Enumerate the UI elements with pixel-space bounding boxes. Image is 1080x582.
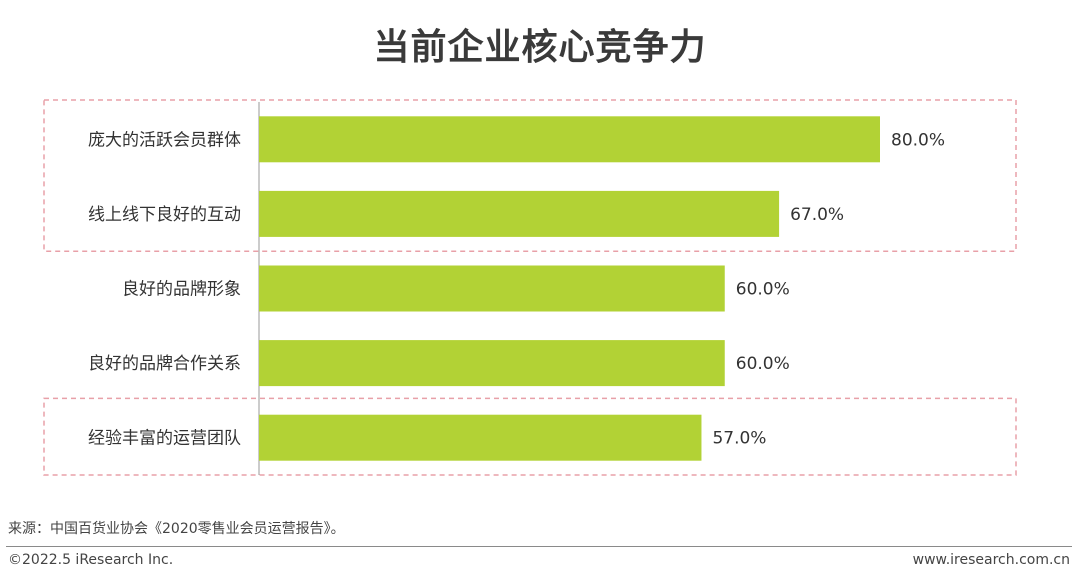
copyright-text: ©2022.5 iResearch Inc.: [8, 552, 174, 568]
website-link[interactable]: www.iresearch.com.cn: [912, 552, 1070, 568]
bar-chart: 庞大的活跃会员群体 80.0% 线上线下良好的互动 67.0% 良好的品牌形象 60.0%…: [43, 99, 1017, 476]
category-label-2: 良好的品牌形象: [122, 280, 241, 300]
bar-1: [259, 190, 780, 237]
category-label-3: 良好的品牌合作关系: [88, 354, 241, 374]
category-label-0: 庞大的活跃会员群体: [88, 130, 241, 150]
source-note: 来源：中国百货业协会《2020零售业会员运营报告》。: [8, 521, 345, 537]
footer-divider: [6, 546, 1072, 547]
value-label-0: 80.0%: [891, 130, 945, 150]
value-label-2: 60.0%: [736, 280, 790, 300]
bar-0: [259, 116, 880, 163]
chart-title: 当前企业核心竞争力: [373, 27, 707, 68]
bar-2: [259, 265, 725, 312]
category-label-1: 线上线下良好的互动: [88, 205, 241, 225]
bar-4: [259, 414, 702, 461]
value-label-3: 60.0%: [736, 354, 790, 374]
category-label-4: 经验丰富的运营团队: [88, 429, 241, 449]
value-label-1: 67.0%: [790, 205, 844, 225]
value-label-4: 57.0%: [712, 429, 766, 449]
highlight-box-0: [43, 99, 1017, 252]
highlight-box-1: [43, 397, 1017, 476]
bar-3: [259, 340, 725, 387]
